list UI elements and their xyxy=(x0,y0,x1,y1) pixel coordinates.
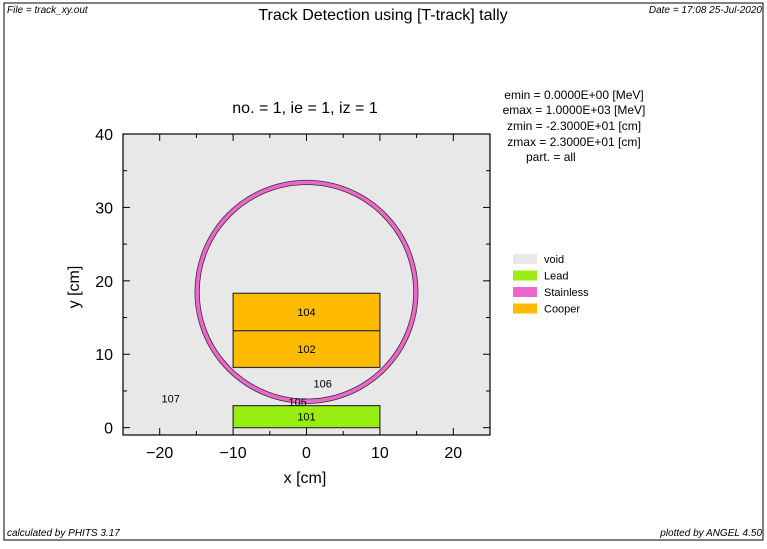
legend-swatch-lead xyxy=(513,270,537,281)
region-label-102: 102 xyxy=(297,344,315,356)
geometry-layer: 104 102 101 107 106 105 xyxy=(162,179,419,429)
region-102 xyxy=(232,330,381,369)
info-emax: emax = 1.0000E+03 [MeV] xyxy=(503,103,646,117)
y-tick-label: 20 xyxy=(95,274,113,291)
page-title: Track Detection using [T-track] tally xyxy=(258,7,507,24)
info-particle: part. = all xyxy=(526,150,576,164)
y-tick-label: 40 xyxy=(95,127,113,144)
footer-calculated-by: calculated by PHITS 3.17 xyxy=(7,528,120,539)
x-tick-label: −10 xyxy=(220,445,247,462)
info-block: emin = 0.0000E+00 [MeV] emax = 1.0000E+0… xyxy=(503,88,646,164)
x-tick-label: 10 xyxy=(371,445,389,462)
region-label-106: 106 xyxy=(313,379,331,391)
axes-layer: −20 −10 0 10 20 0 10 20 30 40 xyxy=(95,127,490,462)
region-101 xyxy=(232,405,381,429)
legend-label-cooper: Cooper xyxy=(544,304,580,316)
plot-subtitle: no. = 1, ie = 1, iz = 1 xyxy=(232,100,378,117)
region-label-101: 101 xyxy=(297,412,315,424)
file-label: File = track_xy.out xyxy=(7,5,89,16)
legend-swatch-stainless xyxy=(513,287,537,297)
footer-plotted-by: plotted by ANGEL 4.50 xyxy=(659,528,762,539)
y-tick-label: 30 xyxy=(95,200,113,217)
x-tick-label: −20 xyxy=(146,445,173,462)
info-emin: emin = 0.0000E+00 [MeV] xyxy=(504,88,643,102)
legend-swatch-void xyxy=(513,254,537,264)
region-label-107: 107 xyxy=(162,393,180,405)
x-axis-label: x [cm] xyxy=(284,470,327,487)
date-label: Date = 17:08 25-Jul-2020 xyxy=(649,5,763,16)
region-104 xyxy=(232,292,381,332)
material-legend: void Lead Stainless Cooper xyxy=(513,254,589,316)
x-tick-label: 0 xyxy=(302,445,311,462)
legend-swatch-cooper xyxy=(513,303,537,314)
y-tick-label: 0 xyxy=(104,421,113,438)
region-label-104: 104 xyxy=(297,307,315,319)
y-tick-label: 10 xyxy=(95,347,113,364)
legend-label-void: void xyxy=(544,254,564,266)
info-zmin: zmin = -2.3000E+01 [cm] xyxy=(507,119,641,133)
stainless-ring xyxy=(194,179,419,404)
y-axis-label: y [cm] xyxy=(66,266,83,309)
region-label-105: 105 xyxy=(289,397,307,409)
legend-label-stainless: Stainless xyxy=(544,287,589,299)
info-zmax: zmax = 2.3000E+01 [cm] xyxy=(507,135,640,149)
legend-label-lead: Lead xyxy=(544,271,568,283)
plot-area xyxy=(122,133,491,436)
x-tick-label: 20 xyxy=(444,445,462,462)
